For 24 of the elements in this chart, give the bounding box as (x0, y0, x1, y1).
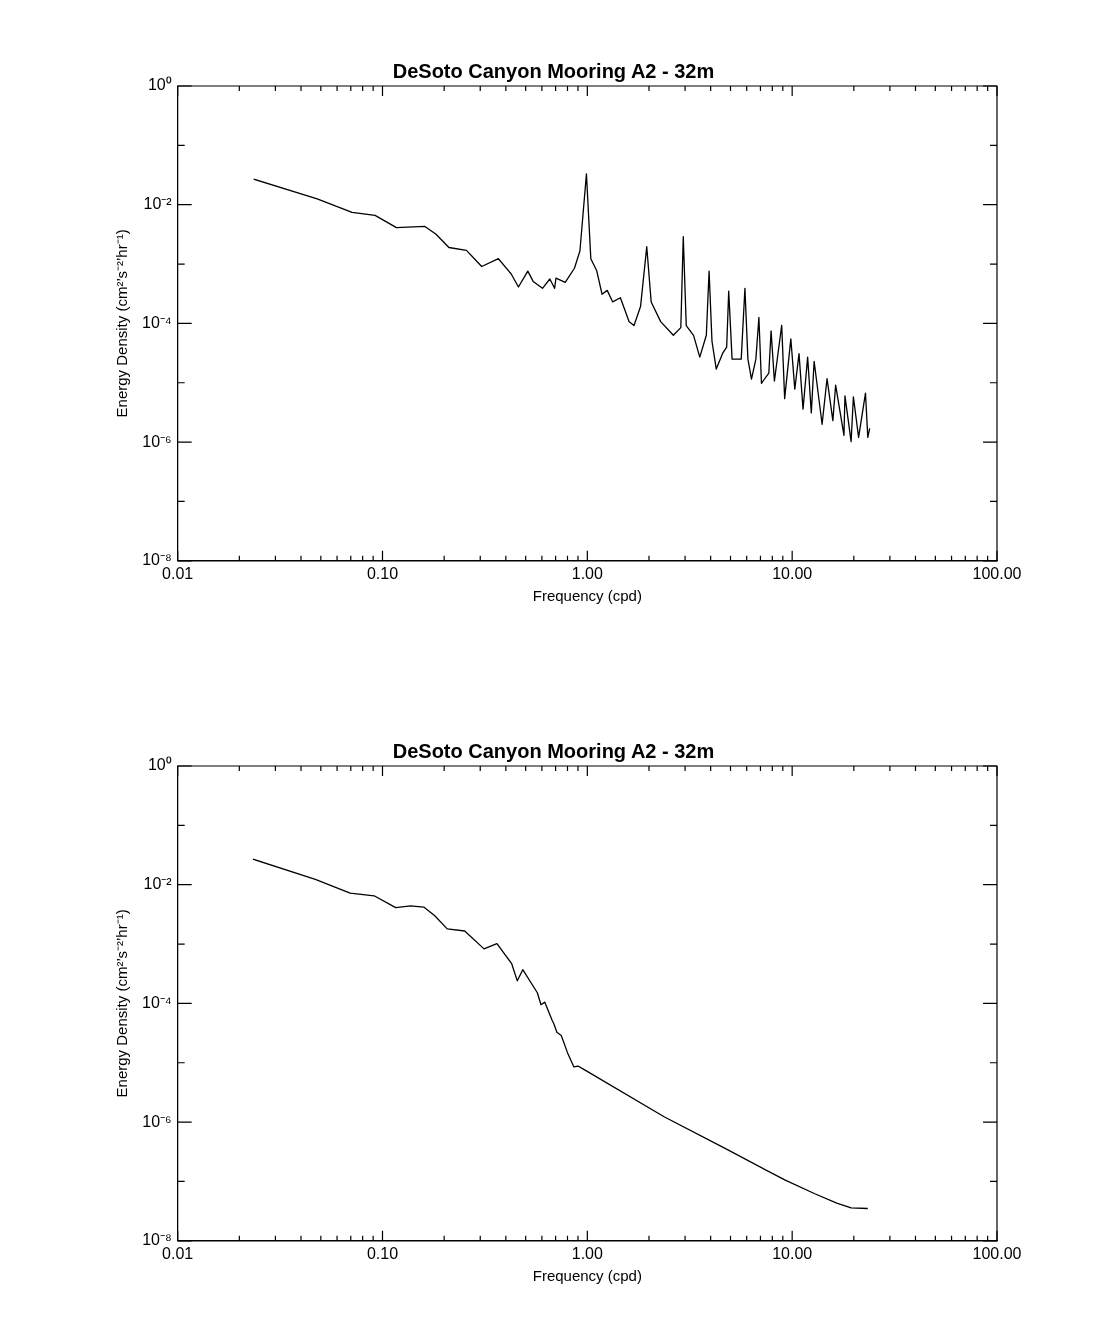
x-tick-label: 1.00 (571, 564, 604, 582)
x-tick-label: 100.00 (972, 1244, 1022, 1262)
y-tick-label: 10⁻⁶ (142, 1112, 172, 1130)
y-tick-label: 10⁻⁶ (142, 432, 172, 450)
x-tick-label: 100.00 (972, 564, 1022, 582)
chart-title: DeSoto Canyon Mooring A2 - 32m (392, 59, 715, 82)
x-tick-label: 10.00 (772, 1244, 813, 1262)
x-tick-label: 10.00 (772, 564, 813, 582)
x-axis-title: Frequency (cpd) (532, 1267, 642, 1285)
y-tick-label: 10⁻² (143, 195, 173, 213)
x-tick-label: 1.00 (571, 1244, 604, 1262)
y-tick-label: 10⁻⁴ (142, 993, 172, 1011)
y-tick-label: 10⁰ (147, 756, 172, 774)
y-tick-label: 10⁻² (143, 875, 173, 893)
x-axis-title: Frequency (cpd) (532, 587, 642, 605)
x-tick-label: 0.01 (162, 1244, 194, 1262)
y-axis-title: Energy Density (cm²’s⁻²’hr⁻¹) (113, 229, 131, 418)
y-axis-title: Energy Density (cm²’s⁻²’hr⁻¹) (113, 909, 131, 1098)
y-tick-label: 10⁻⁴ (142, 313, 172, 331)
x-tick-label: 0.10 (366, 1244, 399, 1262)
x-tick-label: 0.01 (162, 564, 194, 582)
y-tick-label: 10⁰ (147, 76, 172, 94)
chart-title: DeSoto Canyon Mooring A2 - 32m (392, 739, 715, 762)
x-tick-label: 0.10 (366, 564, 399, 582)
